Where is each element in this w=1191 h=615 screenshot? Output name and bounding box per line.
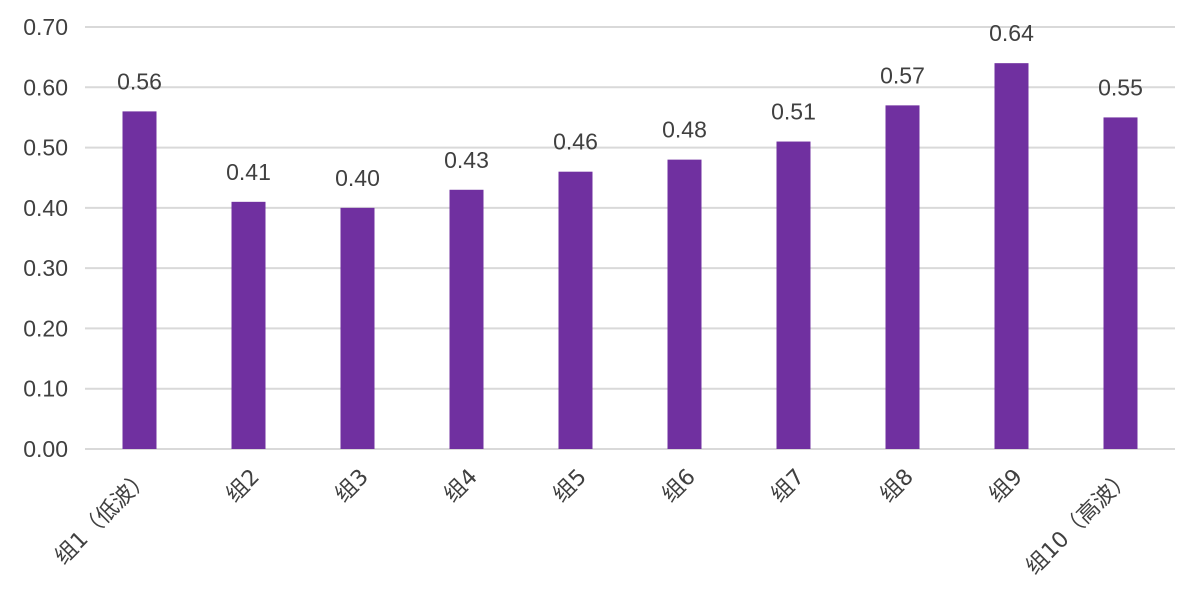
y-axis-tick-labels: 0.00 0.10 0.20 0.30 0.40 0.50 0.60 0.70 — [23, 14, 68, 462]
bar — [667, 159, 702, 449]
x-category-label: 组7 — [767, 465, 810, 508]
bar — [449, 189, 484, 449]
bar — [231, 201, 266, 449]
data-label: 0.51 — [771, 99, 816, 125]
y-tick-label: 0.60 — [23, 74, 68, 100]
gridlines — [85, 26, 1175, 450]
data-label: 0.40 — [335, 165, 380, 191]
data-label: 0.41 — [226, 159, 271, 185]
bar — [1103, 117, 1138, 449]
y-tick-label: 0.10 — [23, 376, 68, 402]
bar — [558, 171, 593, 449]
data-label: 0.64 — [989, 20, 1034, 46]
x-category-label: 组5 — [549, 465, 592, 508]
x-category-label: 组6 — [658, 465, 701, 508]
bar — [776, 141, 811, 450]
data-label: 0.55 — [1098, 74, 1143, 100]
data-label: 0.48 — [662, 117, 707, 143]
data-label: 0.57 — [880, 62, 925, 88]
x-category-label: 组2 — [222, 465, 265, 508]
data-label: 0.46 — [553, 129, 598, 155]
data-label: 0.43 — [444, 147, 489, 173]
x-category-label: 组3 — [331, 465, 374, 508]
x-category-label: 组10（高波） — [1021, 465, 1136, 580]
bar — [122, 111, 157, 450]
bar — [994, 63, 1029, 450]
bars — [122, 63, 1138, 450]
bar — [885, 105, 920, 449]
data-labels: 0.56 0.41 0.40 0.43 0.46 0.48 0.51 0.57 0.64 0.55 — [117, 20, 1143, 191]
y-tick-label: 0.50 — [23, 135, 68, 161]
x-category-label: 组4 — [440, 465, 483, 508]
x-category-label: 组1（低波） — [50, 465, 155, 570]
y-tick-label: 0.00 — [23, 436, 68, 462]
y-tick-label: 0.30 — [23, 255, 68, 281]
y-tick-label: 0.70 — [23, 14, 68, 40]
x-category-label: 组8 — [876, 465, 919, 508]
y-tick-label: 0.40 — [23, 195, 68, 221]
data-label: 0.56 — [117, 68, 162, 94]
bar — [340, 207, 375, 449]
x-category-label: 组9 — [985, 465, 1028, 508]
y-tick-label: 0.20 — [23, 315, 68, 341]
